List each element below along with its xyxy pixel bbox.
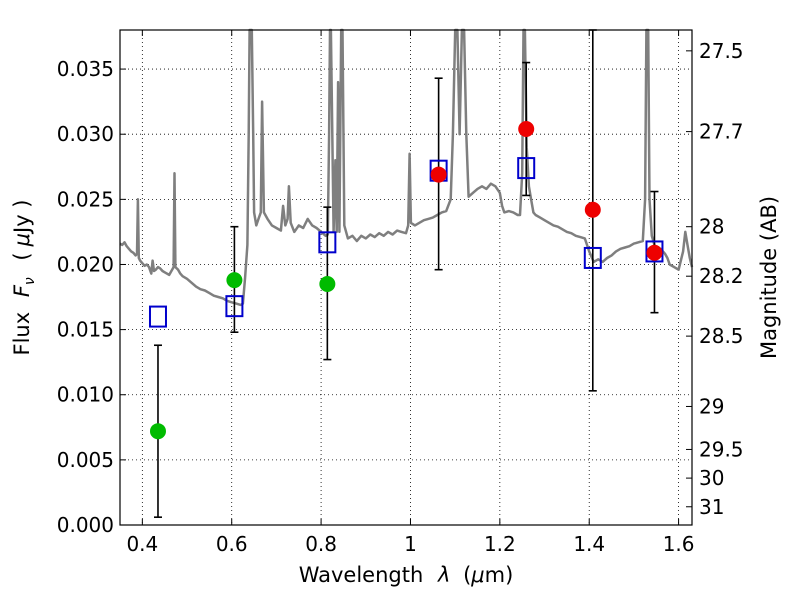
- right-tick-label: 27.7: [699, 120, 744, 144]
- y-axis-label-text: Flux: [10, 312, 34, 356]
- y-tick-label: 0.020: [57, 252, 114, 276]
- y-axis-label: Flux Fν ( μJy ): [10, 199, 39, 355]
- y-axis-label-unit-rest: Jy ): [10, 199, 34, 235]
- green-data-point: [226, 272, 243, 289]
- tick-layer: 0.4 0.6 0.8 1 1.2 1.4 1.6 0.000 0.005 0.010 0.015 0…: [57, 30, 744, 556]
- red-data-point: [430, 166, 447, 183]
- x-axis-label-unit-mu: μ: [470, 563, 484, 587]
- y-tick-label: 0.010: [57, 383, 114, 407]
- errorbar-layer: [153, 29, 659, 518]
- right-tick-label: 29.5: [699, 437, 744, 461]
- y-tick-label: 0.030: [57, 122, 114, 146]
- plot-frame: [119, 29, 693, 526]
- y-tick-label: 0.035: [57, 57, 114, 81]
- y-tick-label: 0.015: [57, 318, 114, 342]
- model-square-marker: [318, 231, 337, 254]
- grid-layer: [120, 30, 692, 525]
- x-axis-label-unit-open: (: [463, 563, 471, 587]
- right-tick-label: 31: [699, 495, 724, 519]
- marker-layer: [148, 121, 664, 440]
- right-tick-label: 30: [699, 466, 724, 490]
- x-tick-label: 1.4: [573, 532, 605, 556]
- right-tick-label: 28.5: [699, 324, 744, 348]
- model-square-marker: [148, 305, 167, 328]
- model-square-marker: [583, 246, 602, 269]
- red-data-point: [584, 201, 601, 218]
- right-tick-label: 28: [699, 215, 724, 239]
- green-data-point: [149, 423, 166, 440]
- green-data-point: [319, 276, 336, 293]
- model-square-marker: [225, 295, 244, 318]
- x-tick-label: 0.8: [305, 532, 337, 556]
- model-square-marker: [645, 240, 664, 263]
- y-axis-label-subscript: ν: [22, 277, 38, 285]
- right-tick-label: 29: [699, 394, 724, 418]
- x-tick-label: 1.2: [484, 532, 516, 556]
- red-data-point: [518, 121, 535, 137]
- y-tick-label: 0.005: [57, 448, 114, 472]
- y-axis-label-unit-mu: μ: [10, 233, 34, 247]
- x-axis-label: Wavelength λ (μm): [299, 563, 514, 587]
- x-axis-label-unit-rest: m): [485, 563, 514, 587]
- y-axis-label-symbol: F: [10, 284, 34, 297]
- red-data-point: [646, 244, 663, 261]
- right-tick-label: 27.5: [699, 39, 744, 63]
- y-tick-label: 0.000: [57, 513, 114, 537]
- y-tick-label: 0.025: [57, 187, 114, 211]
- y-axis-label-unit-open: (: [10, 252, 34, 260]
- right-tick-label: 28.2: [699, 264, 744, 288]
- model-square-marker: [517, 157, 536, 180]
- x-tick-label: 0.6: [216, 532, 248, 556]
- x-axis-label-text: Wavelength: [299, 563, 424, 587]
- y-axis-label-right: Magnitude (AB): [757, 196, 781, 359]
- x-axis-label-symbol: λ: [437, 563, 450, 587]
- x-tick-label: 1.6: [663, 532, 695, 556]
- spectrum-layer: [119, 28, 694, 307]
- spectrum-line: [119, 28, 694, 307]
- x-tick-label: 1: [404, 532, 417, 556]
- x-tick-label: 0.4: [126, 532, 158, 556]
